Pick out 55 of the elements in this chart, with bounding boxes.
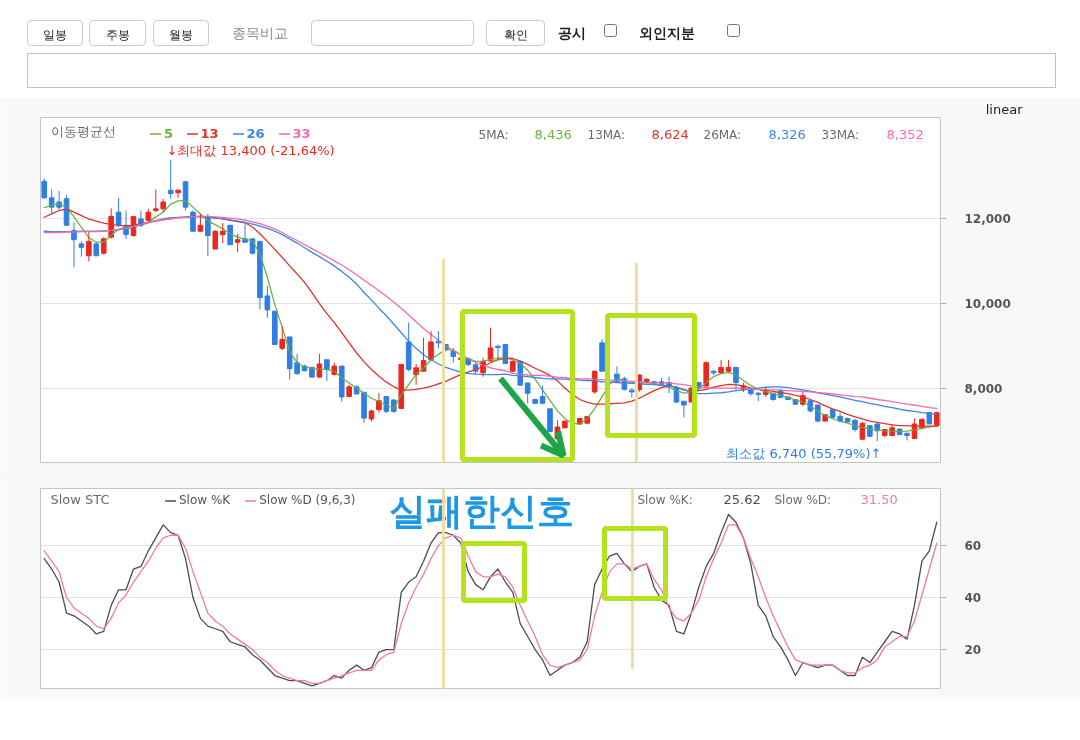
text: 확인 (486, 20, 545, 46)
legend-label: 13 (200, 125, 220, 141)
annotation: 33MA: (821, 127, 860, 142)
text: 일봉 (27, 20, 83, 46)
y-tick-label: 20 (964, 643, 982, 658)
legend-label: Slow %K (179, 492, 231, 508)
candlestick (152, 188, 159, 213)
candlestick (629, 387, 635, 398)
legend-label: Slow %D (9,6,3) (259, 492, 356, 508)
annotation: 8,326 (768, 127, 806, 142)
annotation: ↓최대값 13,400 (-21,64%) (166, 142, 335, 158)
candlestick (524, 382, 531, 404)
legend-title: 이동평균선 (50, 124, 116, 139)
annotation: Slow %K: (637, 492, 693, 507)
annotation: 26MA: (703, 127, 742, 142)
annotation: 8,352 (886, 127, 924, 142)
y-tick-label: 12,000 (964, 212, 1011, 227)
candlestick (562, 420, 568, 429)
candlestick (160, 198, 167, 213)
y-tick-label: 60 (964, 539, 982, 554)
legend-label: 33 (292, 125, 312, 141)
text: 주봉 (89, 20, 146, 46)
annotation: 8,624 (651, 127, 689, 142)
candlestick (710, 369, 717, 376)
candlestick (346, 384, 352, 398)
text: 외인지분 (639, 24, 695, 43)
annotation: 13MA: (587, 127, 626, 142)
legend-label: 5 (164, 125, 175, 141)
candlestick (93, 241, 100, 257)
annotation: 25.62 (723, 492, 761, 507)
annotation: 8,436 (534, 127, 572, 142)
candlestick (547, 408, 553, 433)
candlestick (279, 325, 286, 351)
y-tick-label: 40 (964, 591, 982, 606)
candlestick (197, 213, 204, 232)
candlestick (234, 233, 241, 253)
text: linear (985, 101, 1024, 117)
y-tick-label: 8,000 (964, 381, 1003, 396)
candlestick (271, 310, 278, 346)
annotation: 실패한신호 (388, 489, 574, 533)
chart-title: Slow STC (50, 492, 110, 507)
candlestick (78, 240, 85, 258)
candlestick (510, 360, 516, 373)
legend-label: 26 (246, 125, 266, 141)
candlestick (227, 224, 233, 246)
text: 월봉 (153, 20, 209, 46)
annotation: Slow %D: (774, 492, 832, 507)
annotation: 5MA: (478, 127, 509, 142)
text: 종목비교 (232, 24, 288, 43)
annotation: 31.50 (860, 492, 898, 507)
y-tick-label: 10,000 (964, 297, 1011, 312)
candlestick (212, 229, 219, 250)
annotation: 최소값 6,740 (55,79%)↑ (726, 446, 882, 462)
text: 공시 (558, 24, 586, 43)
candlestick (398, 363, 405, 409)
